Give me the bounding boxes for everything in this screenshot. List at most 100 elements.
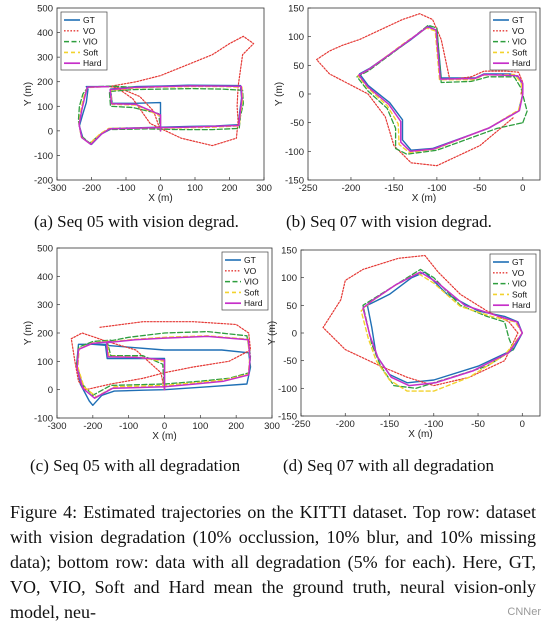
y-tick-label: 50	[286, 301, 297, 312]
x-axis-label: X (m)	[408, 429, 432, 440]
caption-d: (d) Seq 07 with all degradation	[283, 456, 495, 475]
chart-panel-a: -300 -200 -100 0 100 200 300 -200 -100 0 100 200 300…	[0, 2, 276, 205]
caption-b: (b) Seq 07 with vision degrad.	[286, 212, 492, 231]
x-tick-label: 200	[228, 421, 244, 432]
watermark: CNNer	[504, 606, 544, 618]
legend-label-gt: GT	[83, 15, 95, 25]
x-tick-label: 0	[162, 421, 167, 432]
y-tick-label: 100	[281, 273, 297, 284]
y-axis-label: Y (m)	[267, 321, 278, 345]
x-tick-label: -200	[82, 183, 101, 194]
y-tick-label: -50	[283, 356, 297, 367]
chart-panel-b: -250 -200 -150 -100 -50 0 -150 -100 -50 0 50 100 150…	[274, 2, 552, 204]
y-tick-label: -50	[290, 118, 304, 129]
legend-label-soft: Soft	[244, 287, 260, 297]
x-tick-label: -200	[336, 419, 355, 430]
y-tick-label: 100	[37, 102, 53, 113]
legend-label-vo: VO	[83, 26, 96, 36]
caption-a: (a) Seq 05 with vision degrad.	[34, 212, 239, 231]
x-tick-label: -100	[116, 183, 135, 194]
x-axis-label: X (m)	[152, 431, 176, 442]
legend-label-vio: VIO	[512, 279, 527, 289]
series-line-hard	[357, 26, 524, 153]
x-tick-label: -250	[298, 183, 317, 194]
legend-label-hard: Hard	[244, 298, 263, 308]
x-tick-label: 0	[520, 183, 525, 194]
legend-label-vio: VIO	[512, 37, 527, 47]
x-tick-label: -200	[341, 183, 360, 194]
series-line-vio	[356, 24, 528, 155]
y-tick-label: -100	[285, 147, 304, 158]
x-tick-label: -150	[384, 183, 403, 194]
caption-c: (c) Seq 05 with all degradation	[30, 456, 241, 475]
legend-label-vo: VO	[512, 268, 525, 278]
x-tick-label: 0	[158, 183, 163, 194]
y-tick-label: 50	[293, 61, 304, 72]
x-tick-label: 300	[264, 421, 280, 432]
x-tick-label: -300	[47, 421, 66, 432]
legend-label-vo: VO	[244, 266, 257, 276]
x-tick-label: 100	[187, 183, 203, 194]
y-tick-label: 0	[48, 385, 53, 396]
x-tick-label: 200	[222, 183, 238, 194]
legend-label-gt: GT	[512, 257, 524, 267]
x-axis-label: X (m)	[148, 193, 172, 204]
y-tick-label: 200	[37, 77, 53, 88]
y-tick-label: -150	[285, 176, 304, 187]
y-tick-label: 200	[37, 329, 53, 340]
chart-svg-d: -250 -200 -150 -100 -50 0 -150 -100 -50 0 50 100 150…	[267, 246, 541, 440]
y-tick-label: 0	[299, 90, 304, 101]
legend-label-vio: VIO	[83, 37, 98, 47]
legend-label-soft: Soft	[512, 289, 528, 299]
y-tick-label: 100	[288, 32, 304, 43]
x-tick-label: -100	[424, 419, 443, 430]
series-line-vio	[362, 268, 515, 389]
legend-label-gt: GT	[512, 15, 524, 25]
legend-label-hard: Hard	[512, 300, 531, 310]
y-tick-label: 300	[37, 300, 53, 311]
y-tick-label: 500	[37, 4, 53, 15]
y-tick-label: 500	[37, 244, 53, 255]
y-tick-label: -100	[34, 414, 53, 425]
x-axis-label: X (m)	[412, 193, 436, 204]
y-tick-label: 0	[292, 329, 297, 340]
x-tick-label: -150	[380, 419, 399, 430]
legend-label-soft: Soft	[83, 47, 99, 57]
x-tick-label: -300	[47, 183, 66, 194]
series-line-vo	[70, 321, 252, 391]
legend-label-vo: VO	[512, 26, 525, 36]
y-tick-label: -100	[278, 384, 297, 395]
figure-caption: Figure 4: Estimated trajectories on the …	[10, 502, 536, 622]
series-line-gt	[76, 343, 252, 406]
legend-label-gt: GT	[244, 255, 256, 265]
x-tick-label: -200	[83, 421, 102, 432]
chart-svg-a: -300 -200 -100 0 100 200 300-200-1000100200300…	[23, 4, 272, 205]
legend-label-soft: Soft	[512, 47, 528, 57]
y-axis-label: Y (m)	[23, 321, 34, 345]
chart-panel-c: -300 -200 -100 0 100 200 300 -100 0 100 200 300 400 5…	[0, 244, 280, 444]
y-tick-label: -150	[278, 412, 297, 423]
series-line-soft	[360, 272, 523, 392]
chart-svg-b: -250 -200 -150 -100 -50 0 -150 -100 -50 0 50 100 150…	[274, 4, 541, 204]
y-tick-label: 150	[288, 4, 304, 15]
y-tick-label: -200	[34, 176, 53, 187]
series-line-hard	[78, 85, 243, 146]
y-axis-label: Y (m)	[23, 82, 34, 106]
y-tick-label: 400	[37, 28, 53, 39]
y-tick-label: 0	[48, 126, 53, 137]
y-axis-label: Y (m)	[274, 82, 285, 106]
chart-svg-c: -300 -200 -100 0 100 200 300 -100 0 100 200 300 400 5…	[23, 244, 280, 443]
x-tick-label: 0	[520, 419, 525, 430]
series-line-vo	[322, 254, 519, 387]
y-tick-label: -100	[34, 151, 53, 162]
y-tick-label: 400	[37, 272, 53, 283]
y-tick-label: 300	[37, 53, 53, 64]
chart-panel-d: -250 -200 -150 -100 -50 0 -150 -100 -50 0 50 100 150…	[267, 244, 552, 444]
y-tick-label: 150	[281, 246, 297, 257]
x-tick-label: -100	[427, 183, 446, 194]
series-line-vio	[77, 85, 244, 144]
